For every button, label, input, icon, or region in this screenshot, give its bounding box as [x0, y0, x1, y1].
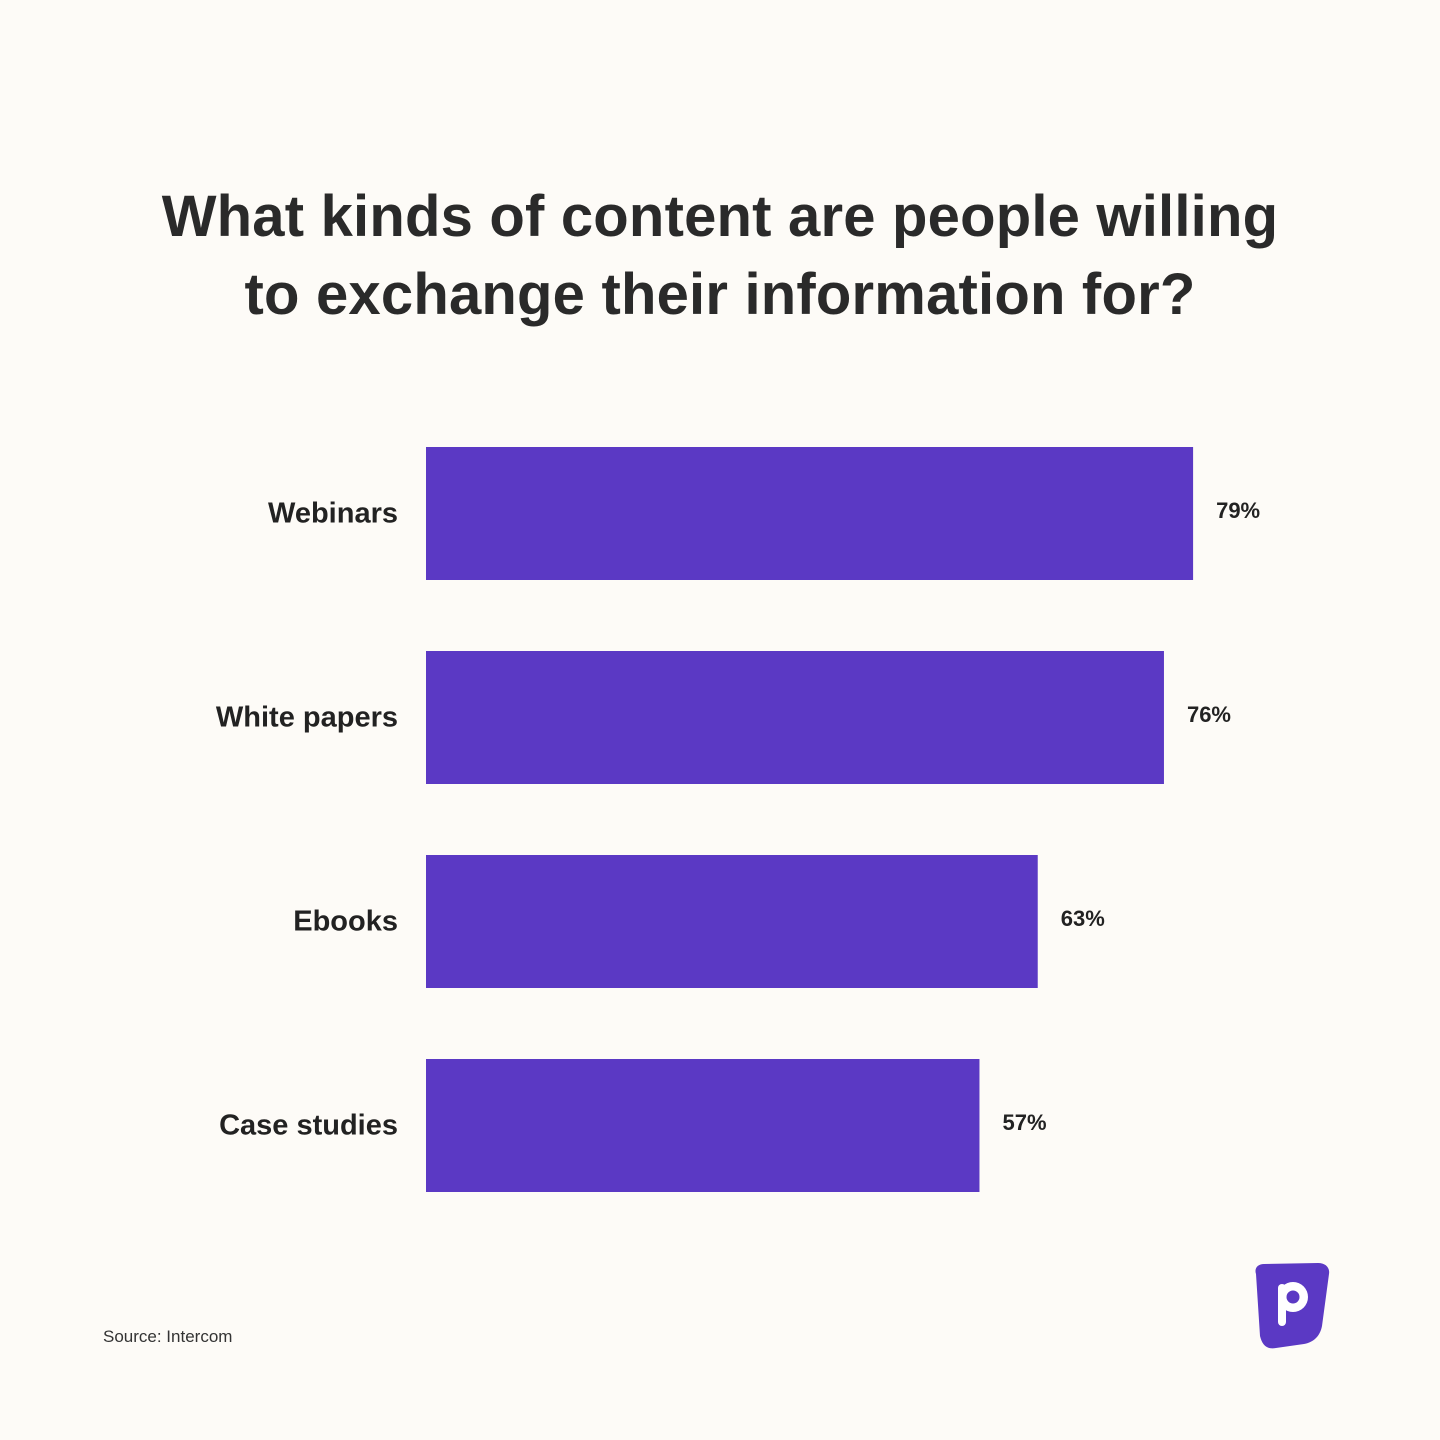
value-label: 63% — [1061, 906, 1105, 931]
chart-title: What kinds of content are people willing… — [0, 178, 1440, 334]
source-note: Source: Intercom — [103, 1327, 233, 1346]
category-label: Ebooks — [293, 906, 398, 938]
chart-title-line-2: to exchange their information for? — [244, 262, 1196, 327]
value-label: 76% — [1187, 702, 1231, 727]
bar-case-studies — [426, 1059, 980, 1192]
category-label: Case studies — [219, 1110, 398, 1142]
bar-white-papers — [426, 651, 1164, 784]
p-brand-logo-icon — [1255, 1263, 1330, 1349]
category-label: Webinars — [268, 498, 398, 530]
bar-ebooks — [426, 855, 1038, 988]
chart-title-line-1: What kinds of content are people willing — [161, 184, 1279, 249]
value-label: 79% — [1216, 498, 1260, 523]
bar-webinars — [426, 447, 1194, 580]
category-label: White papers — [216, 702, 398, 734]
value-label: 57% — [1002, 1110, 1046, 1135]
